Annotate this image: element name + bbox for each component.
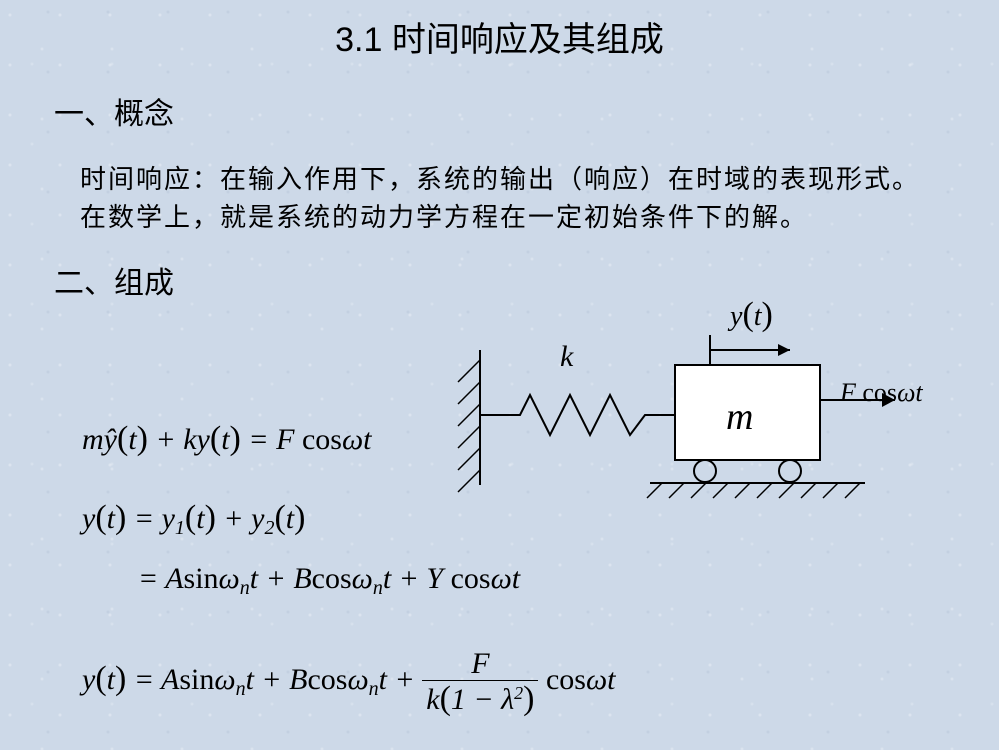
ground-hatch	[823, 483, 838, 498]
concept-paragraph: 时间响应：在输入作用下，系统的输出（响应）在时域的表现形式。在数学上，就是系统的…	[80, 161, 939, 236]
yt-arrow-head	[778, 344, 790, 356]
section-1-heading: 一、概念	[54, 89, 999, 133]
eq4-right: cosωt	[538, 663, 615, 696]
wheel-right	[779, 460, 801, 482]
spring-mass-diagram	[450, 320, 970, 510]
yt-label: y(t)	[730, 296, 773, 334]
m-label: m	[726, 395, 753, 439]
wheel-left	[694, 460, 716, 482]
ground-hatch	[801, 483, 816, 498]
hatch	[458, 404, 480, 426]
equation-2: y(t) = y1(t) + y2(t)	[82, 499, 305, 540]
ground-hatch	[757, 483, 772, 498]
page-title: 3.1 时间响应及其组成	[0, 0, 999, 61]
equation-1: mŷ(t) + ky(t) = F cosωt	[82, 420, 371, 458]
hatch	[458, 448, 480, 470]
spring	[480, 395, 675, 435]
force-label: F cosωt	[840, 378, 923, 408]
ground-hatch	[691, 483, 706, 498]
ground-hatch	[735, 483, 750, 498]
equation-3: = Asinωnt + Bcosωnt + Y cosωt	[138, 562, 520, 600]
hatch	[458, 360, 480, 382]
eq4-denominator: k(1 − λ2)	[422, 681, 538, 717]
ground-hatch	[779, 483, 794, 498]
eq4-numerator: F	[422, 648, 538, 681]
k-label: k	[560, 340, 573, 374]
section-2-heading: 二、组成	[54, 258, 999, 302]
equation-4: y(t) = Asinωnt + Bcosωnt + Fk(1 − λ2) co…	[82, 648, 616, 716]
ground-hatch	[713, 483, 728, 498]
hatch	[458, 470, 480, 492]
ground-hatch	[669, 483, 684, 498]
hatch	[458, 382, 480, 404]
eq4-fraction: Fk(1 − λ2)	[422, 648, 538, 716]
ground-hatch	[845, 483, 860, 498]
eq4-left: y(t) = Asinωnt + Bcosωnt +	[82, 663, 422, 696]
ground-hatch	[647, 483, 662, 498]
hatch	[458, 426, 480, 448]
